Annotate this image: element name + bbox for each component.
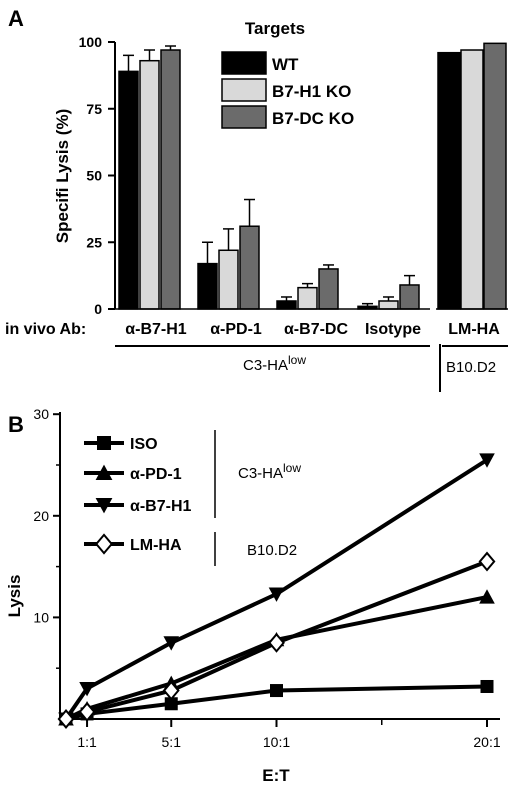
legend-label-a: B7-DC KO <box>272 109 354 128</box>
panel-label-a: A <box>8 6 24 31</box>
y-tick-label-a: 25 <box>86 234 102 250</box>
bar <box>218 249 239 310</box>
category-label: Isotype <box>365 321 421 338</box>
category-label-right: LM-HA <box>448 321 500 338</box>
x-axis-label-b: E:T <box>262 766 290 785</box>
group-label-right: B10.D2 <box>446 359 496 376</box>
data-point <box>478 551 496 572</box>
y-axis-label-b: Lysis <box>5 575 24 618</box>
groups-prefix: in vivo Ab: <box>5 321 86 338</box>
data-point <box>57 709 75 729</box>
bar <box>276 300 297 310</box>
data-point <box>162 680 180 701</box>
y-tick-label-a: 75 <box>86 101 102 117</box>
bar <box>118 70 139 310</box>
bar-right <box>460 49 484 310</box>
y-tick-label-a: 0 <box>94 301 102 317</box>
bar <box>318 268 339 310</box>
bar-right <box>437 51 461 310</box>
data-point <box>163 636 180 651</box>
data-point <box>270 684 283 698</box>
bar <box>239 225 260 310</box>
x-tick-label-b: 10:1 <box>263 734 290 750</box>
legend-group-label-b: B10.D2 <box>247 542 297 559</box>
y-axis-label-a: Specifi Lysis (%) <box>53 109 72 243</box>
bar <box>160 49 181 310</box>
legend-swatch-a <box>221 51 267 75</box>
bar <box>139 59 160 310</box>
bar <box>297 286 318 310</box>
group-label-a: C3-HAlow <box>243 353 306 374</box>
data-point <box>79 682 95 697</box>
bar <box>399 284 420 310</box>
data-point <box>479 453 495 468</box>
y-tick-label-b: 10 <box>33 609 49 625</box>
category-label: α-B7-H1 <box>125 321 187 338</box>
legend-marker-b <box>94 533 114 555</box>
legend-title-a: Targets <box>245 19 305 38</box>
category-label: α-B7-DC <box>284 321 349 338</box>
x-tick-label-b: 1:1 <box>77 734 97 750</box>
y-tick-label-b: 20 <box>33 508 49 524</box>
legend-label-b: LM-HA <box>130 537 182 554</box>
legend-label-b: α-B7-H1 <box>130 498 192 515</box>
data-point <box>479 589 495 604</box>
legend-group-label-b: C3-HAlow <box>238 461 301 482</box>
legend-marker-b <box>95 464 113 480</box>
legend-label-b: ISO <box>130 436 158 453</box>
x-tick-label-b: 5:1 <box>162 734 182 750</box>
bar <box>197 262 218 310</box>
category-label: α-PD-1 <box>210 321 262 338</box>
data-point <box>164 697 178 711</box>
panel-label-b: B <box>8 412 24 437</box>
bar <box>378 300 399 310</box>
data-point <box>268 632 285 653</box>
x-tick-label-b: 20:1 <box>473 734 500 750</box>
legend-marker-b <box>95 498 113 514</box>
y-tick-label-a: 50 <box>86 168 102 184</box>
y-tick-label-b: 30 <box>33 406 49 422</box>
data-point <box>78 701 96 722</box>
bar-right <box>483 42 507 310</box>
legend-swatch-a <box>221 105 267 129</box>
y-tick-label-a: 100 <box>79 34 103 50</box>
legend-label-a: B7-H1 KO <box>272 82 351 101</box>
legend-label-a: WT <box>272 55 299 74</box>
legend-marker-b <box>97 436 111 450</box>
legend-label-b: α-PD-1 <box>130 466 182 483</box>
legend-swatch-a <box>221 78 267 102</box>
data-point <box>268 587 285 602</box>
data-point <box>480 679 494 693</box>
